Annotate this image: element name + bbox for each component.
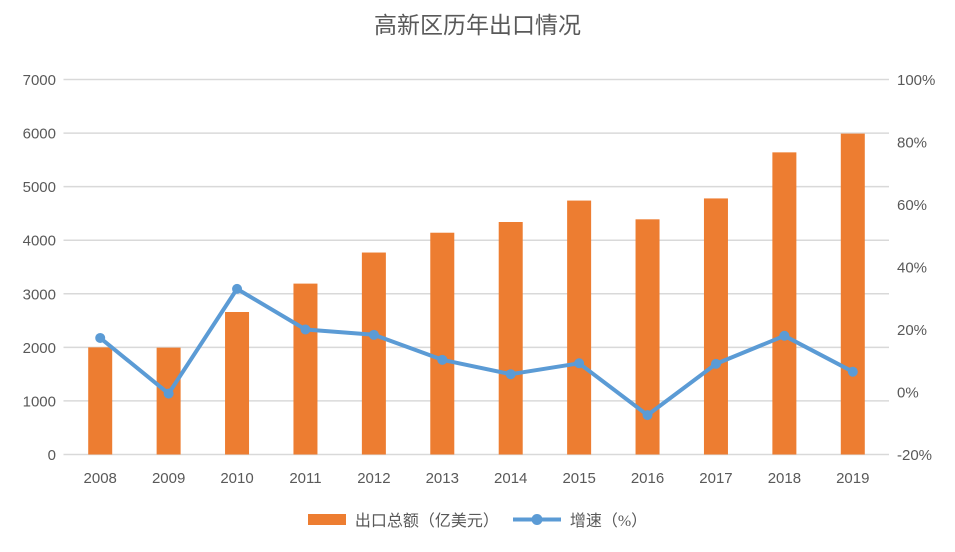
bar-2009: [156, 347, 181, 455]
growth-point-2010: [232, 283, 243, 294]
legend-item-bar: 出口总额（亿美元）: [307, 507, 499, 531]
x-axis-tick: 2009: [152, 470, 185, 487]
y-axis-left-tick: 4000: [23, 233, 56, 250]
y-axis-left-tick: 1000: [23, 393, 56, 410]
growth-point-2019: [847, 366, 858, 377]
growth-point-2018: [779, 330, 790, 341]
bar-2015: [567, 200, 592, 455]
growth-line: [98, 286, 855, 418]
x-axis-tick: 2019: [836, 470, 869, 487]
growth-point-2014: [505, 369, 516, 380]
growth-point-2013: [437, 354, 448, 365]
y-axis-left-tick: 0: [48, 447, 56, 464]
legend: 出口总额（亿美元） 增速（%）: [0, 507, 955, 531]
y-axis-right-tick: 20%: [897, 322, 927, 339]
growth-point-2017: [710, 358, 721, 369]
growth-point-2008: [95, 332, 106, 343]
legend-bar-swatch: [307, 513, 346, 525]
bar-2013: [430, 232, 455, 455]
bar-2011: [293, 283, 318, 455]
y-axis-left-tick: 2000: [23, 340, 56, 357]
bar-2018: [772, 152, 797, 455]
legend-item-line: 增速（%）: [512, 507, 648, 531]
y-axis-right-tick: 60%: [897, 197, 927, 214]
legend-line-swatch: [512, 513, 561, 525]
growth-point-2009: [163, 388, 174, 399]
growth-point-2011: [300, 324, 311, 335]
x-axis-tick: 2017: [699, 470, 732, 487]
growth-point-2015: [574, 358, 585, 369]
y-axis-right-tick: 100%: [897, 72, 935, 89]
bar-2012: [361, 252, 386, 455]
y-axis-right-tick: 80%: [897, 135, 927, 152]
x-axis-tick: 2014: [494, 470, 527, 487]
legend-line-label: 增速（%）: [569, 513, 648, 530]
y-axis-left-tick: 6000: [23, 126, 56, 143]
bar-2010: [225, 312, 250, 455]
bar-2008: [88, 347, 113, 455]
y-axis-left-tick: 3000: [23, 286, 56, 303]
x-axis-tick: 2016: [631, 470, 664, 487]
y-axis-left-tick: 5000: [23, 179, 56, 196]
growth-point-2012: [368, 329, 379, 340]
bar-2017: [703, 198, 728, 455]
y-axis-right-tick: 0%: [897, 385, 919, 402]
x-axis-tick: 2012: [357, 470, 390, 487]
bar-2014: [498, 222, 523, 455]
x-axis-tick: 2011: [289, 470, 321, 487]
x-axis-tick: 2018: [768, 470, 801, 487]
chart-title: 高新区历年出口情况: [374, 13, 581, 38]
legend-line-marker: [531, 513, 543, 525]
bar-2019: [840, 133, 865, 455]
x-axis-tick: 2008: [84, 470, 117, 487]
y-axis-right-tick: -20%: [897, 447, 932, 464]
y-axis-right-tick: 40%: [897, 260, 927, 277]
x-axis-tick: 2010: [220, 470, 253, 487]
y-axis-left-tick: 7000: [23, 72, 56, 89]
x-axis-tick: 2013: [426, 470, 459, 487]
growth-point-2016: [642, 410, 653, 421]
legend-bar-label: 出口总额（亿美元）: [354, 513, 499, 530]
x-axis-tick: 2015: [562, 470, 595, 487]
